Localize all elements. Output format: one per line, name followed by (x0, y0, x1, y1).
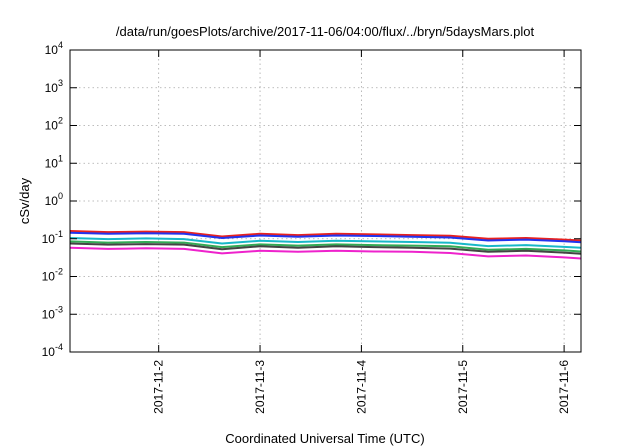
series-line-1 (69, 230, 582, 242)
x-axis: 2017-11-2 2017-11-3 2017-11-4 2017-11-5 2017… (152, 50, 571, 414)
y-tick-label: 10-1 (42, 229, 63, 246)
plot-lines (69, 230, 582, 260)
x-tick-label: 2017-11-3 (253, 360, 267, 414)
series-line-4 (69, 240, 582, 253)
y-tick-label: 100 (45, 191, 63, 208)
x-tick-label: 2017-11-5 (456, 360, 470, 414)
series-line-3 (69, 237, 582, 249)
x-tick-label: 2017-11-4 (354, 360, 368, 414)
y-tick-label: 10-2 (42, 267, 63, 284)
x-tick-label: 2017-11-2 (152, 360, 166, 414)
grid (70, 50, 581, 352)
y-tick-label: 103 (45, 78, 63, 95)
series-line-5 (69, 242, 582, 255)
x-axis-label: Coordinated Universal Time (UTC) (225, 431, 424, 446)
series-line-6 (69, 246, 582, 260)
y-axis-label: cSv/day (17, 177, 32, 224)
y-tick-label: 101 (45, 153, 63, 170)
y-tick-label: 10-3 (42, 304, 63, 321)
x-tick-label: 2017-11-6 (557, 360, 571, 414)
y-axis: 10-4 10-3 10-2 10-1 100 101 102 103 104 (42, 40, 581, 359)
y-tick-label: 10-4 (42, 342, 63, 359)
series-line-2 (69, 231, 582, 244)
y-tick-label: 104 (45, 40, 63, 57)
y-tick-label: 102 (45, 116, 63, 133)
chart-title: /data/run/goesPlots/archive/2017-11-06/0… (116, 24, 535, 39)
